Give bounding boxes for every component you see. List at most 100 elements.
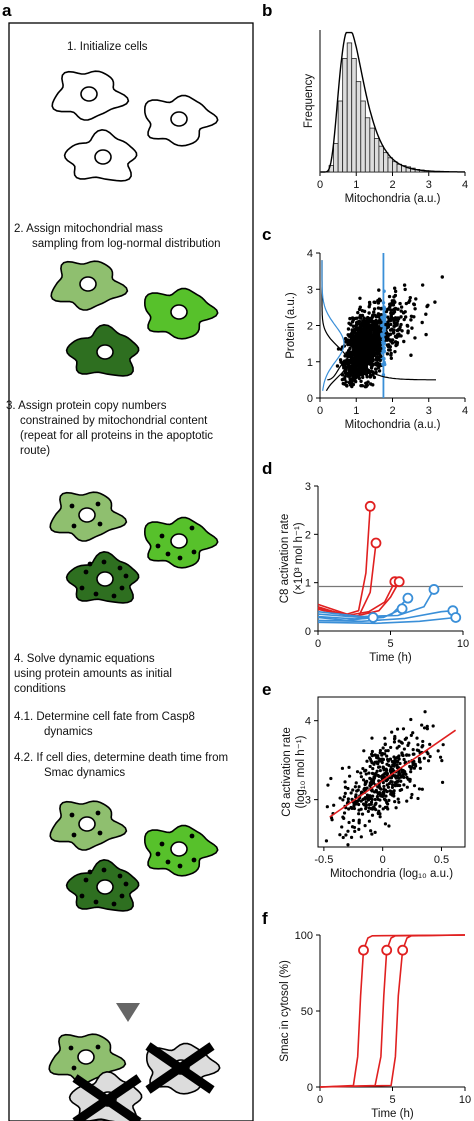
protein-dot [111, 901, 117, 907]
panel-label-a: a [2, 1, 12, 20]
scatter-point [367, 311, 371, 315]
scatter-point [360, 359, 364, 364]
scatter-point [401, 774, 405, 778]
scatter-point [386, 749, 390, 753]
scatter-point [378, 319, 382, 323]
x-tick-label: 1 [353, 405, 359, 417]
scatter-point [386, 323, 391, 327]
scatter-point [341, 377, 346, 381]
scatter-point [425, 727, 429, 731]
scatter-point [411, 761, 415, 765]
scatter-point [352, 806, 357, 811]
scatter-point [380, 760, 384, 765]
scatter-point [395, 727, 400, 731]
scatter-point [350, 316, 355, 320]
scatter-point [344, 833, 348, 837]
scatter-point [399, 779, 403, 783]
scatter-point [369, 802, 373, 806]
scatter-point [372, 310, 376, 314]
scatter-point [346, 333, 350, 337]
scatter-point [403, 315, 408, 319]
cell-nucleus [77, 1049, 95, 1065]
y-tick-label: 0 [305, 626, 311, 638]
scatter-point [382, 791, 386, 795]
scatter-point [392, 319, 396, 324]
scatter-point [342, 364, 347, 369]
protein-dot [123, 881, 129, 887]
scatter-point [351, 818, 355, 823]
protein-dot [95, 810, 101, 816]
protein-dot [79, 893, 85, 899]
scatter-point [372, 772, 376, 776]
scatter-point [367, 771, 371, 775]
scatter-point [431, 724, 435, 728]
scatter-point [358, 357, 362, 361]
scatter-point [375, 756, 379, 760]
histogram-bar [346, 42, 353, 173]
step42-line2: Smac dynamics [44, 767, 125, 779]
protein-dot [83, 569, 89, 575]
x-tick-label: 10 [459, 1094, 471, 1106]
histogram-bar [383, 152, 389, 173]
scatter-point [357, 307, 362, 312]
protein-dot [189, 525, 195, 531]
plot-frame [317, 696, 466, 848]
scatter-point [392, 740, 397, 744]
scatter-point [338, 358, 343, 362]
y-tick-label: 3 [305, 481, 311, 493]
scatter-point [346, 340, 350, 344]
scatter-point [409, 733, 413, 737]
scatter-point [371, 373, 375, 377]
scatter-point [425, 724, 429, 728]
scatter-point [373, 342, 378, 346]
scatter-point [351, 352, 355, 356]
protein-dot [79, 585, 85, 591]
scatter-point [372, 775, 376, 779]
panel-label-f: f [262, 909, 268, 928]
scatter-point [393, 340, 398, 344]
cell-bright-green-proteins [143, 516, 219, 569]
scatter-point [402, 283, 407, 287]
scatter-point [374, 808, 378, 812]
scatter-point [347, 807, 351, 811]
scatter-point [385, 783, 389, 787]
scatter-point [361, 766, 365, 771]
step3-line2: constrained by mitochondrial content [20, 415, 208, 427]
scatter-point [388, 789, 392, 793]
scatter-point [420, 320, 424, 325]
histogram-bar [369, 127, 375, 173]
scatter-point [406, 331, 410, 335]
panel-a-frame [8, 22, 254, 1121]
y-axis-label: Frequency [303, 74, 315, 129]
scatter-point [376, 765, 381, 769]
scatter-point [351, 374, 356, 379]
scatter-point [349, 791, 353, 795]
scatter-point [355, 789, 359, 793]
scatter-point [365, 786, 369, 790]
scatter-point [357, 820, 361, 824]
scatter-point [346, 829, 350, 833]
scatter-point [393, 774, 397, 778]
x-tick-label: -0.5 [314, 854, 333, 866]
protein-dot [97, 830, 103, 836]
scatter-point [441, 743, 445, 747]
scatter-point [393, 784, 397, 788]
scatter-point [397, 754, 401, 758]
scatter-point [353, 379, 358, 384]
scatter-point [385, 777, 390, 782]
protein-dot [155, 543, 161, 549]
scatter-point [402, 757, 406, 762]
scatter-point [358, 372, 362, 377]
scatter-point [405, 324, 410, 328]
scatter-point [394, 343, 398, 348]
protein-dot [165, 859, 171, 865]
scatter-point [376, 344, 381, 348]
scatter-point [428, 754, 432, 759]
scatter-point [357, 785, 361, 789]
step2-line2: sampling from log-normal distribution [32, 238, 221, 250]
y-tick-label: 50 [301, 1006, 313, 1018]
cell-nucleus [170, 533, 188, 549]
x-tick-label: 4 [462, 405, 468, 417]
scatter-point [368, 360, 372, 365]
chart-d: 0 5 10 0 1 2 3 Time (h) C8 activation rate (×10³ … [279, 481, 469, 664]
